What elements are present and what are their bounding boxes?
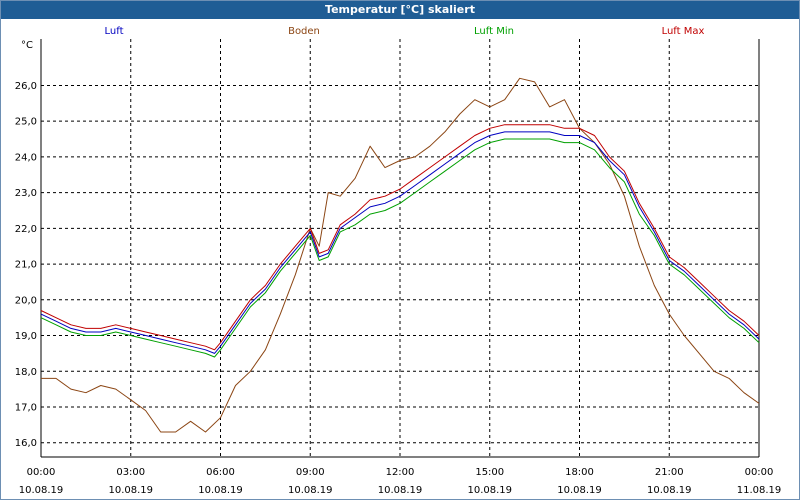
y-tick-label: 23,0 — [15, 188, 37, 199]
y-tick-label: 24,0 — [15, 152, 37, 163]
x-tick-time: 00:00 — [27, 467, 56, 478]
series-line-luft-max — [40, 124, 760, 351]
legend-item-boden: Boden — [288, 26, 320, 37]
x-tick-date: 10.08.19 — [557, 485, 602, 496]
x-tick-time: 00:00 — [745, 467, 774, 478]
axes — [40, 39, 760, 458]
x-tick-date: 10.08.19 — [378, 485, 423, 496]
x-tick-time: 12:00 — [386, 467, 415, 478]
x-tick-date: 10.08.19 — [467, 485, 512, 496]
temperature-chart: Luft Boden Luft Min Luft Max 16,0 17,0 18,0 19… — [15, 26, 782, 496]
grid-lines — [41, 39, 759, 457]
series-line-luft — [40, 131, 760, 354]
legend: Luft Boden Luft Min Luft Max — [105, 26, 705, 37]
y-tick-label: 21,0 — [15, 260, 37, 271]
x-tick-time: 03:00 — [116, 467, 145, 478]
x-tick-time: 15:00 — [475, 467, 504, 478]
x-tick-date: 11.08.19 — [737, 485, 782, 496]
x-tick-time: 21:00 — [655, 467, 684, 478]
x-tick-time: 06:00 — [206, 467, 235, 478]
x-tick-date: 10.08.19 — [647, 485, 692, 496]
series-line-boden — [41, 77, 760, 433]
legend-item-luft-min: Luft Min — [474, 26, 514, 37]
series-lines — [40, 77, 760, 433]
y-tick-label: 18,0 — [15, 367, 37, 378]
tick-labels: 16,0 17,0 18,0 19,0 20,0 21,0 22,0 23,0 24,0 25,0… — [15, 40, 782, 496]
x-tick-date: 10.08.19 — [288, 485, 333, 496]
chart-title: Temperatur [°C] skaliert — [1, 1, 799, 19]
x-tick-date: 10.08.19 — [19, 485, 64, 496]
legend-item-luft-max: Luft Max — [662, 26, 705, 37]
x-tick-date: 10.08.19 — [108, 485, 153, 496]
y-axis-unit-label: °C — [21, 40, 33, 51]
y-tick-label: 16,0 — [15, 438, 37, 449]
series-line-luft-min — [40, 138, 760, 358]
y-tick-label: 22,0 — [15, 224, 37, 235]
y-tick-label: 19,0 — [15, 331, 37, 342]
y-tick-label: 17,0 — [15, 402, 37, 413]
y-tick-label: 25,0 — [15, 117, 37, 128]
legend-item-luft: Luft — [105, 26, 124, 37]
x-tick-time: 18:00 — [565, 467, 594, 478]
y-tick-label: 20,0 — [15, 295, 37, 306]
x-tick-time: 09:00 — [296, 467, 325, 478]
y-tick-label: 26,0 — [15, 81, 37, 92]
x-tick-date: 10.08.19 — [198, 485, 243, 496]
